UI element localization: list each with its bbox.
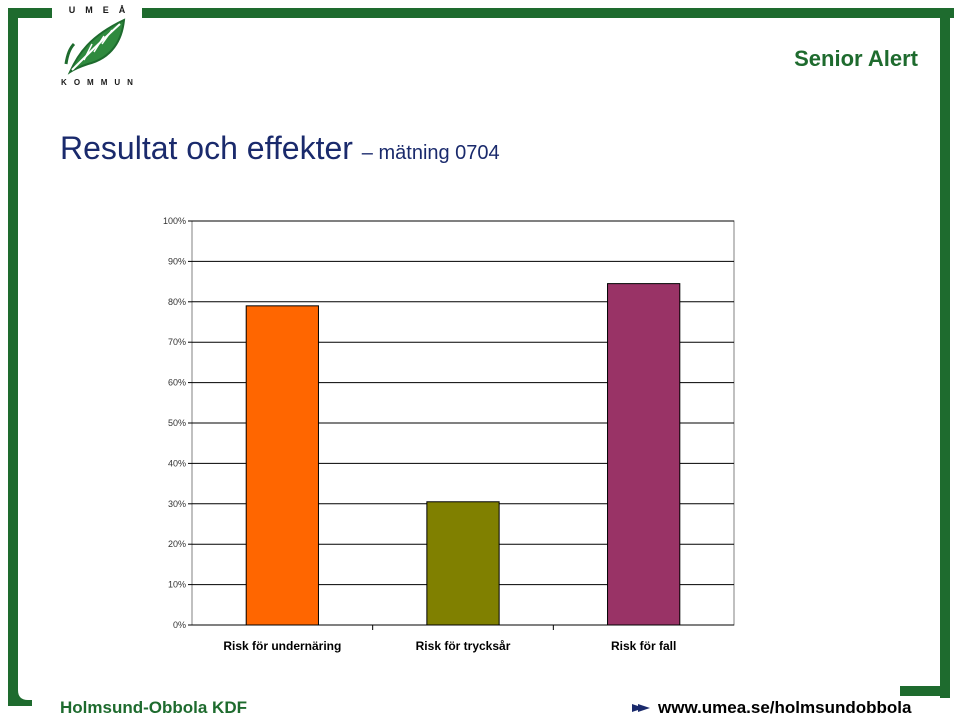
umea-kommun-logo: UMEÅ KOMMUN <box>52 0 142 100</box>
frame-right-border <box>940 8 950 698</box>
frame-top-border <box>8 8 954 18</box>
bar <box>245 305 319 626</box>
y-tick-label: 60% <box>168 378 186 388</box>
logo-bottom-text: KOMMUN <box>61 78 140 87</box>
y-tick-label: 70% <box>168 337 186 347</box>
y-tick-label: 20% <box>168 539 186 549</box>
bar <box>607 283 681 626</box>
x-tick-label: Risk för fall <box>611 639 676 653</box>
y-tick-label: 30% <box>168 499 186 509</box>
footer-organization: Holmsund-Obbola KDF <box>60 698 247 717</box>
arrow-right-icon <box>632 704 650 712</box>
frame-corner-decoration <box>8 660 32 706</box>
leaf-icon <box>64 18 126 75</box>
x-tick-labels: Risk för undernäring Risk för trycksår Ris… <box>192 624 734 653</box>
y-tick-label: 40% <box>168 458 186 468</box>
y-tick-label: 90% <box>168 256 186 266</box>
slide-title-main: Resultat och effekter <box>60 130 353 166</box>
y-tick-label: 80% <box>168 297 186 307</box>
header-brand: Senior Alert <box>794 46 918 71</box>
bar-chart: 0% 10% 20% 30% 40% 50% 60% 70% 80% 90% 100% Risk f… <box>163 216 735 653</box>
slide-subtitle: – mätning 0704 <box>361 142 500 164</box>
footer-website-link[interactable]: www.umea.se/holmsundobbola <box>658 698 912 717</box>
bars <box>245 283 681 626</box>
y-tick-labels: 0% 10% 20% 30% 40% 50% 60% 70% 80% 90% 100% <box>163 216 186 630</box>
logo-top-text: UMEÅ <box>68 5 136 15</box>
frame-left-border <box>8 8 18 698</box>
y-tick-label: 100% <box>163 216 186 226</box>
frame-bottom-right-border <box>900 686 950 696</box>
x-tick-label: Risk för undernäring <box>223 639 341 653</box>
y-tick-label: 0% <box>173 620 186 630</box>
y-tick-label: 10% <box>168 580 186 590</box>
bar <box>426 501 500 626</box>
y-tick-label: 50% <box>168 418 186 428</box>
x-tick-label: Risk för trycksår <box>416 639 511 653</box>
slide-title: Resultat och effekter – mätning 0704 <box>60 130 500 167</box>
